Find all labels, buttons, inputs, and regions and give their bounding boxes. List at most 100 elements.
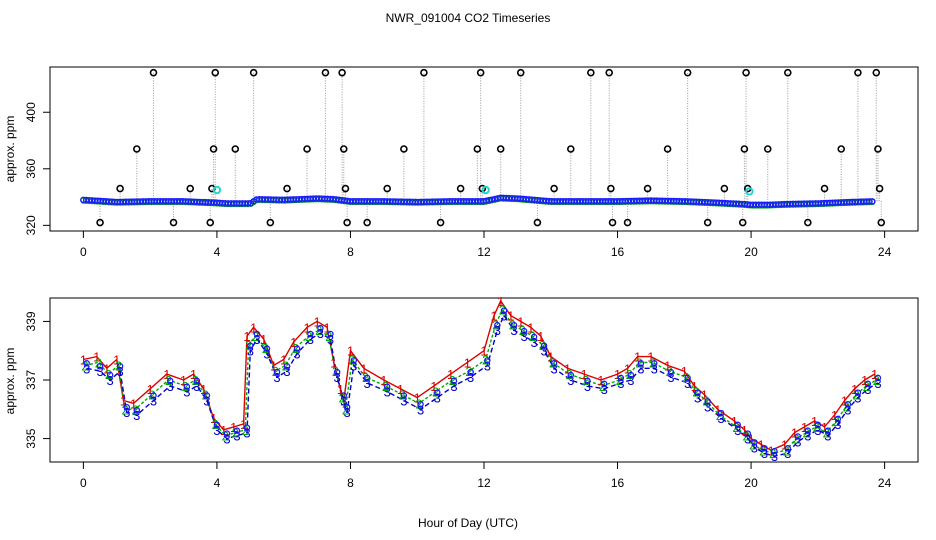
bottom-series-lines [83,299,879,457]
series-1-point: 1 [597,373,604,388]
series-3-circle [784,444,792,452]
series-1-point: 1 [757,437,764,452]
series-3-circle [540,342,548,349]
series-1-point: 1 [811,414,818,429]
outlier-point [740,145,749,153]
series-3-point: 3 [771,449,778,464]
outlier-point [283,184,291,193]
series-3-circle [223,430,231,437]
outlier-point [874,145,882,153]
series-2-point: 2 [649,355,656,370]
series-3-point: 3 [567,373,574,388]
series-1-point: 1 [147,382,154,397]
outlier-point [249,68,258,77]
series-3-point: 3 [784,446,791,461]
series-2-point: 2 [626,367,633,382]
series-1-point: 1 [741,423,748,438]
series-3-circle [450,377,458,385]
series-3-point: 3 [344,405,351,420]
series-1-point: 1 [313,314,320,329]
series-3-point: 3 [530,335,537,350]
series-3-point: 3 [751,440,758,455]
outlier-point [763,145,772,153]
series-1-point: 1 [290,335,297,350]
series-3-point: 3 [307,332,314,347]
bottom-x-tick-label: 4 [214,476,221,490]
series-1-point: 1 [260,332,267,347]
series-1-point: 1 [200,382,207,397]
series-3-point: 3 [844,402,851,417]
series-2-point: 2 [499,303,506,318]
series-3-point: 3 [400,394,407,409]
series-3-circle [844,401,852,408]
series-1-point: 1 [220,423,227,438]
top-x-tick-label: 24 [878,245,892,259]
series-1-point: 1 [480,344,487,359]
series-2-line [84,308,877,454]
series-3-point: 3 [717,411,724,426]
series-3-point: 3 [617,376,624,391]
bottom-y-axis-label: approx. ppm [3,348,17,415]
top-x-tick-label: 20 [744,245,758,259]
series-3-point: 3 [484,358,491,373]
series-1-point: 1 [130,396,137,411]
series-2-point: 2 [382,379,389,394]
outlier-point [608,218,617,227]
series-3-point: 3 [667,370,674,385]
flagged-point [481,185,490,195]
outlier-point [720,184,729,193]
series-3-circle [814,421,822,429]
outlier-point [209,145,218,153]
outlier-point [533,218,542,227]
bottom-x-tick-label: 0 [80,476,87,490]
series-2-point: 2 [282,358,289,373]
series-3-point: 3 [684,376,691,391]
series-1-point: 1 [270,358,277,373]
outlier-point [837,145,846,153]
series-1-point: 1 [464,355,471,370]
series-3-circle [734,421,741,429]
series-3-circle [203,392,211,399]
series-2-point: 2 [182,379,189,394]
series-3-circle [520,327,528,335]
series-3-circle [600,380,608,388]
bottom-x-tick-label: 24 [878,476,892,490]
series-1-point: 1 [80,353,87,368]
series-3-circle [213,421,221,429]
series-1-point: 1 [831,408,838,423]
series-1-point: 1 [243,329,250,344]
series-2-point: 2 [432,385,439,400]
series-2-point: 2 [292,341,299,356]
top-y-axis-label: approx. ppm [3,116,17,183]
series-3-circle [333,368,341,376]
series-2-point: 2 [465,364,472,379]
series-3-circle [307,330,314,338]
series-3-circle [116,362,124,370]
series-3-circle [751,439,758,446]
series-1-point: 1 [330,355,337,370]
series-2-point: 2 [165,373,172,388]
series-3-circle [467,368,474,376]
series-3-point: 3 [500,309,507,324]
top-y-tick-label: 400 [24,102,38,122]
series-3-circle [150,392,157,399]
series-1-point: 1 [240,417,247,432]
baseline-point [244,200,252,207]
series-3-circle [247,342,254,349]
top-axis-ticks: 0 4 8 12 16 20 24 320 360 400 [24,102,892,259]
outlier-point [186,184,195,193]
series-3-point: 3 [253,332,260,347]
series-3-circle [804,427,812,434]
series-3-circle [383,383,391,390]
series-1-point: 1 [647,350,654,365]
outlier-point [605,68,613,77]
series-1-line [83,299,875,452]
series-3-circle [494,321,501,329]
series-1-point: 1 [527,320,534,335]
outlier-point [339,145,348,153]
series-1-point: 1 [210,411,217,426]
top-x-tick-label: 16 [611,245,625,259]
series-2-point: 2 [192,373,199,388]
series-3-circle [834,415,842,423]
